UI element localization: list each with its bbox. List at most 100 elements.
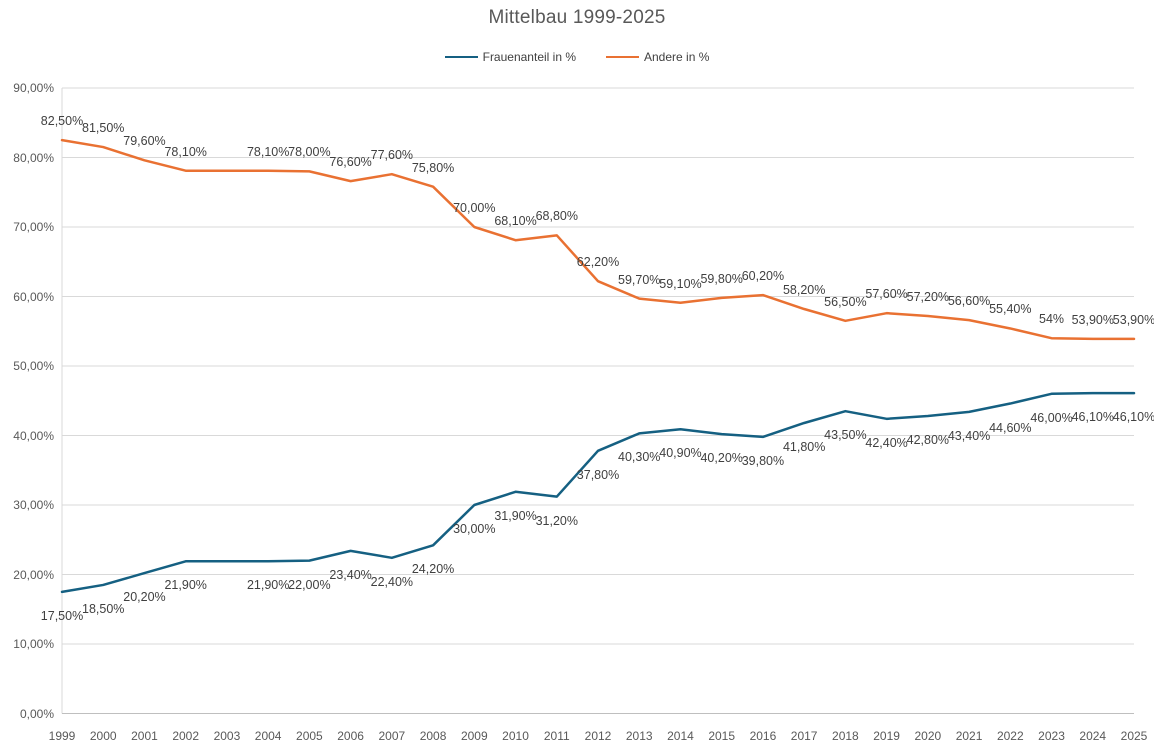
x-axis-tick-label: 2015	[708, 729, 736, 743]
data-label: 78,00%	[288, 145, 331, 160]
x-axis-tick-label: 2005	[296, 729, 323, 743]
data-label: 57,60%	[865, 287, 908, 302]
x-axis-tick-label: 2013	[625, 729, 653, 743]
x-axis-tick-label: 2021	[955, 729, 983, 743]
x-axis-tick-label: 2001	[131, 729, 158, 743]
data-label: 55,40%	[989, 302, 1032, 317]
data-label: 46,10%	[1112, 410, 1154, 425]
data-label: 22,00%	[288, 577, 331, 592]
data-label: 68,10%	[494, 214, 537, 229]
data-label: 79,60%	[123, 134, 166, 149]
x-axis-tick-label: 2008	[419, 729, 447, 743]
data-label: 41,80%	[782, 439, 826, 454]
data-label: 17,50%	[40, 608, 84, 623]
data-label: 70,00%	[453, 201, 496, 215]
y-axis-tick-label: 40,00%	[13, 428, 54, 443]
x-axis-tick-label: 2012	[584, 729, 612, 743]
series-line-andere	[60, 138, 1136, 341]
data-label: 54%	[1039, 312, 1065, 327]
x-axis-tick-label: 2004	[254, 729, 282, 743]
data-label: 53,90%	[1112, 312, 1154, 327]
y-axis-tick-label: 70,00%	[13, 220, 54, 234]
legend: Frauenanteil in % Andere in %	[0, 50, 1154, 64]
y-axis-tick-label: 80,00%	[13, 150, 54, 165]
data-label: 59,80%	[700, 271, 743, 286]
data-label: 60,20%	[741, 269, 785, 284]
data-label: 42,80%	[906, 433, 950, 448]
x-axis-tick-label: 2011	[543, 729, 570, 743]
y-axis-tick-label: 20,00%	[13, 567, 54, 582]
data-label: 31,20%	[535, 513, 578, 528]
y-axis-tick-label: 60,00%	[13, 289, 54, 304]
data-label: 75,80%	[411, 160, 455, 175]
data-label: 57,20%	[906, 289, 950, 304]
data-label: 46,10%	[1071, 410, 1114, 425]
data-label: 40,30%	[618, 450, 661, 465]
data-label: 44,60%	[989, 420, 1032, 435]
data-label: 56,50%	[824, 294, 867, 309]
x-axis-tick-label: 1999	[48, 729, 76, 743]
data-label: 31,90%	[494, 508, 537, 523]
x-axis-tick-label: 2000	[89, 729, 117, 743]
y-axis-tick-label: 50,00%	[13, 359, 54, 373]
data-label: 42,40%	[865, 435, 908, 450]
data-label: 43,40%	[947, 428, 991, 443]
x-axis-tick-label: 2019	[873, 729, 900, 743]
x-axis-tick-label: 2024	[1079, 729, 1107, 743]
data-label: 40,90%	[659, 446, 702, 461]
x-axis-tick-label: 2023	[1038, 729, 1065, 743]
data-label: 18,50%	[82, 601, 125, 616]
data-label: 59,70%	[618, 272, 661, 287]
chart-title: Mittelbau 1999-2025	[488, 7, 666, 28]
x-axis-tick-label: 2022	[996, 729, 1024, 743]
x-axis-tick-label: 2014	[667, 729, 694, 743]
data-label: 24,20%	[411, 562, 455, 577]
legend-line-swatch	[444, 56, 478, 58]
x-axis-tick-label: 2007	[378, 729, 406, 743]
data-label: 82,50%	[40, 114, 84, 129]
x-axis-tick-label: 2020	[914, 729, 942, 743]
y-axis-tick-label: 30,00%	[13, 498, 54, 512]
data-label: 78,10%	[164, 144, 207, 159]
x-axis-tick-label: 2025	[1120, 729, 1148, 743]
legend-label: Andere in %	[644, 50, 710, 64]
data-label: 39,80%	[741, 453, 785, 468]
data-label: 68,80%	[535, 209, 578, 224]
legend-label: Frauenanteil in %	[482, 50, 576, 64]
data-label: 78,10%	[246, 144, 290, 159]
data-label: 77,60%	[370, 148, 414, 163]
data-label: 43,50%	[824, 428, 867, 443]
data-label: 46,00%	[1030, 410, 1073, 425]
data-label: 21,90%	[246, 578, 290, 593]
data-label: 58,20%	[782, 283, 826, 297]
data-label: 40,20%	[700, 451, 743, 466]
x-axis-tick-label: 2017	[790, 729, 818, 743]
x-axis-tick-label: 2002	[172, 729, 200, 743]
data-label: 59,10%	[659, 276, 702, 291]
x-axis-tick-label: 2018	[832, 729, 859, 743]
legend-line-swatch	[606, 56, 639, 58]
y-axis-tick-label: 10,00%	[13, 637, 54, 651]
x-axis-tick-label: 2010	[502, 729, 529, 743]
series-line-frauenanteil	[60, 391, 1136, 594]
data-label: 30,00%	[453, 522, 496, 536]
data-label: 53,90%	[1071, 312, 1114, 327]
x-axis-tick-label: 2006	[337, 729, 364, 743]
data-label: 76,60%	[329, 155, 372, 170]
y-axis-tick-label: 90,00%	[13, 81, 54, 95]
data-label: 62,20%	[576, 255, 620, 270]
data-label: 20,20%	[123, 590, 166, 605]
x-axis-tick-label: 2016	[749, 729, 777, 743]
data-label: 37,80%	[576, 467, 620, 482]
x-axis-tick-label: 2003	[213, 729, 241, 743]
y-axis-tick-label: 0,00%	[19, 706, 54, 721]
legend-item: Andere in %	[606, 50, 709, 64]
data-label: 22,40%	[370, 574, 414, 589]
data-label: 81,50%	[82, 121, 125, 136]
x-axis-tick-label: 2009	[460, 729, 488, 743]
data-label: 56,60%	[947, 294, 991, 309]
data-label: 23,40%	[329, 567, 372, 582]
legend-item: Frauenanteil in %	[444, 50, 576, 64]
